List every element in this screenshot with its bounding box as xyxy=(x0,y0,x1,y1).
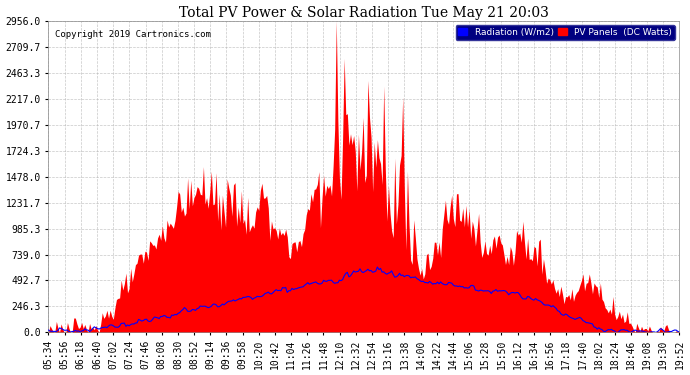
Title: Total PV Power & Solar Radiation Tue May 21 20:03: Total PV Power & Solar Radiation Tue May… xyxy=(179,6,549,20)
Legend: Radiation (W/m2), PV Panels  (DC Watts): Radiation (W/m2), PV Panels (DC Watts) xyxy=(455,25,675,40)
Text: Copyright 2019 Cartronics.com: Copyright 2019 Cartronics.com xyxy=(55,30,210,39)
